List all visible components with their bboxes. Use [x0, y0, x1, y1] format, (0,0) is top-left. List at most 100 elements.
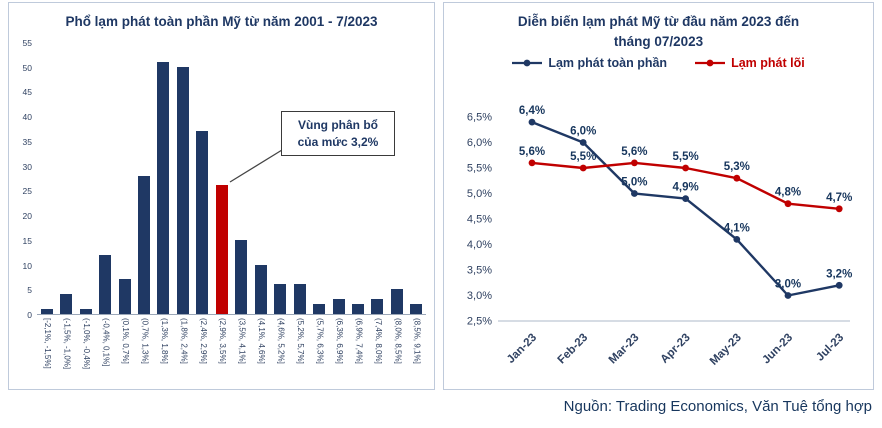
series-line-0 [531, 120, 840, 297]
hist-y-tick-label: 40 [22, 112, 32, 123]
hist-x-label-text: (3,5%, 4,1%] [237, 318, 247, 364]
hist-x-label-text: (1,3%, 1,8%] [159, 318, 169, 364]
hist-bar-slot [134, 175, 153, 314]
data-label: 4,8% [775, 187, 801, 199]
hist-x-label-text: (0,7%, 1,3%] [140, 318, 150, 364]
legend-label: Lạm phát toàn phần [548, 56, 668, 71]
hist-x-label: (2,9%, 3,5%] [212, 318, 231, 369]
data-label: 5,5% [570, 151, 596, 163]
hist-y-tick-label: 5 [27, 285, 32, 296]
data-label: 5,3% [724, 161, 750, 173]
line-x-tick-label: May-23 [708, 332, 744, 368]
data-point [784, 200, 792, 208]
hist-bar [137, 175, 151, 314]
hist-x-label: (2,4%, 2,9%] [193, 318, 212, 369]
annotation-line1: Vùng phân bổ [298, 118, 378, 133]
line-y-tick-label: 4,5% [467, 214, 492, 226]
line-y-tick-label: 2,5% [467, 316, 492, 328]
hist-x-label-text: (0,1%, 0,7%] [120, 318, 130, 364]
hist-bar [332, 299, 345, 314]
legend-marker-icon [512, 59, 543, 67]
line-x-tick-label: Jan-23 [505, 332, 539, 366]
hist-x-label-text: (5,7%, 6,3%] [315, 318, 325, 364]
hist-x-label-text: (8,0%, 8,5%] [393, 318, 403, 364]
hist-bar [235, 239, 248, 314]
hist-bar-highlighted [215, 185, 228, 314]
hist-x-label: [-2,1%, -1,5%] [37, 318, 56, 369]
hist-x-label: (3,5%, 4,1%] [232, 318, 251, 369]
hist-bar [118, 279, 131, 314]
data-label: 5,0% [621, 177, 647, 189]
hist-y-tick-label: 35 [22, 136, 32, 147]
hist-bar [410, 304, 423, 314]
data-point [631, 159, 638, 167]
data-point [835, 281, 843, 289]
line-y-tick-label: 3,5% [467, 265, 492, 277]
hist-bar [176, 66, 189, 314]
hist-bar [40, 309, 53, 314]
hist-y-tick-label: 30 [22, 161, 32, 172]
hist-bar [274, 284, 287, 314]
hist-x-label: (6,9%, 7,4%] [348, 318, 367, 369]
data-label: 4,9% [672, 182, 698, 194]
hist-y-tick-label: 10 [22, 260, 32, 271]
hist-bar [390, 289, 403, 314]
hist-bar-slot [115, 279, 134, 314]
line-y-tick-label: 6,0% [467, 137, 492, 149]
hist-bar-slot [95, 254, 114, 314]
hist-bar-slot [212, 185, 231, 314]
histogram-plot-area: 0 5 10 15 20 25 30 35 40 45 50 55 [-2,1%, -1,5%] (-1… [15, 39, 428, 385]
hist-bar [157, 61, 170, 314]
histogram-title: Phổ lạm phát toàn phần Mỹ từ năm 2001 - … [65, 14, 378, 29]
hist-x-label-text: (8,5%, 9,1%] [412, 318, 422, 364]
data-point [579, 139, 587, 146]
hist-bar [371, 299, 384, 314]
hist-x-label: (0,1%, 0,7%] [115, 318, 134, 369]
hist-bar-slot [37, 309, 56, 314]
data-point [579, 164, 587, 172]
legend-label: Lạm phát lõi [731, 56, 805, 71]
hist-bar [60, 294, 73, 314]
hist-bar-slot [76, 309, 95, 314]
hist-x-label-text: (5,2%, 5,7%] [296, 318, 306, 364]
hist-bar-slot [251, 264, 270, 314]
hist-x-label-text: (-1,5%, -1,0%] [62, 318, 72, 370]
hist-y-tick-label: 20 [22, 211, 32, 222]
hist-x-label: (4,6%, 5,2%] [270, 318, 289, 369]
legend-item: Lạm phát toàn phần [512, 56, 667, 70]
annotation-line2: của mức 3,2% [297, 134, 379, 149]
hist-x-label-text: [-2,1%, -1,5%] [43, 318, 53, 369]
series-line-1 [531, 161, 840, 210]
hist-y-tick-label: 25 [22, 186, 32, 197]
hist-x-label-text: (6,3%, 6,9%] [334, 318, 344, 364]
data-label: 3,2% [826, 268, 852, 280]
histogram-y-axis: 0 5 10 15 20 25 30 35 40 45 50 55 [15, 39, 35, 319]
hist-x-label: (5,2%, 5,7%] [290, 318, 309, 369]
hist-bar [351, 304, 364, 314]
hist-x-label-text: (6,9%, 7,4%] [354, 318, 364, 364]
histogram-bars [37, 43, 426, 315]
data-point [733, 174, 741, 182]
line-x-tick-label: Jul-23 [814, 332, 846, 364]
hist-x-label: (7,4%, 8,0%] [368, 318, 387, 369]
data-point [631, 190, 638, 197]
hist-y-tick-label: 55 [22, 38, 32, 48]
data-point [784, 292, 792, 299]
line-x-tick-label: Apr-23 [658, 332, 692, 366]
line-x-tick-label: Mar-23 [607, 332, 642, 367]
data-point [682, 195, 689, 203]
hist-bar [313, 304, 326, 314]
line-y-tick-label: 5,0% [467, 188, 492, 200]
line-chart-title: Diễn biến lạm phát Mỹ từ đầu năm 2023 đế… [444, 12, 873, 51]
hist-bar-slot [173, 66, 192, 314]
hist-bar-slot [193, 131, 212, 314]
hist-x-label: (1,3%, 1,8%] [154, 318, 173, 369]
legend-item: Lạm phát lõi [695, 56, 805, 70]
line-chart-panel: Diễn biến lạm phát Mỹ từ đầu năm 2023 đế… [443, 2, 874, 390]
hist-bar-slot [387, 289, 406, 314]
line-chart-title-line2: tháng 07/2023 [613, 33, 704, 49]
hist-x-label-text: (7,4%, 8,0%] [373, 318, 383, 364]
hist-bar [293, 284, 306, 314]
hist-x-label: (0,7%, 1,3%] [134, 318, 153, 369]
hist-x-label-text: (4,6%, 5,2%] [276, 318, 286, 364]
